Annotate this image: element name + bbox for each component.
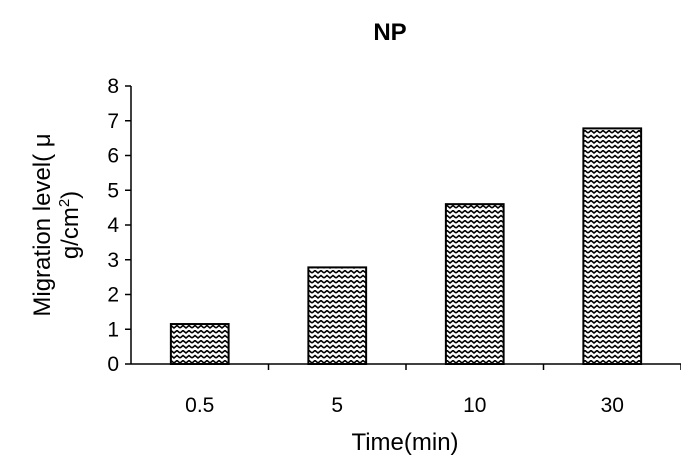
x-tick-label: 10 (463, 394, 486, 417)
y-tick-label: 7 (107, 110, 119, 133)
y-tick-label: 6 (107, 145, 119, 168)
y-tick-label: 0 (107, 353, 119, 376)
y-tick-label: 5 (107, 179, 119, 202)
bar-30 (582, 127, 643, 365)
y-tick-label: 4 (107, 214, 119, 237)
x-tick-label: 0.5 (185, 394, 214, 417)
y-axis-title-line2: g/cm2) (56, 191, 84, 259)
chart-title: NP (373, 19, 406, 46)
y-tick-label: 2 (107, 284, 119, 307)
bar-10 (444, 203, 505, 365)
x-tick-label: 5 (331, 394, 343, 417)
x-axis (131, 363, 681, 370)
x-axis-title: Time(min) (351, 429, 458, 456)
bar-5 (307, 266, 368, 365)
y-axis-title-close: ) (57, 191, 84, 199)
y-axis-title: Migration level( μ g/cm2) (29, 133, 84, 316)
y-axis-title-line1: Migration level( μ (29, 133, 56, 316)
bar-0.5 (169, 323, 230, 366)
y-tick-labels: 0 1 2 3 4 5 6 7 8 (107, 75, 119, 376)
x-tick-label: 30 (601, 394, 624, 417)
y-tick-label: 8 (107, 75, 119, 98)
y-axis-title-unit: g/cm (57, 207, 84, 259)
x-tick-labels: 0.5 5 10 30 (185, 394, 624, 417)
y-tick-label: 1 (107, 318, 119, 341)
y-axis-title-superscript: 2 (56, 199, 73, 207)
y-tick-label: 3 (107, 249, 119, 272)
bars-group (169, 127, 643, 366)
y-axis (125, 85, 132, 365)
